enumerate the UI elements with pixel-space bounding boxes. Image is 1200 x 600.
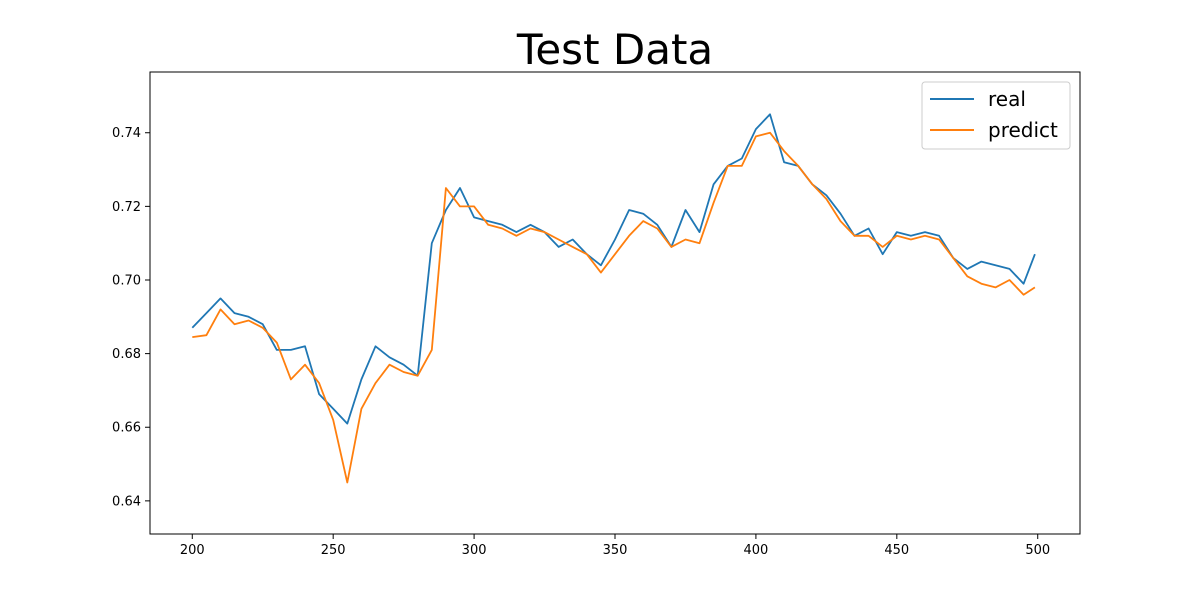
chart-title: Test Data [516,25,713,74]
x-tick-label: 200 [180,543,205,558]
y-tick-label: 0.74 [112,126,141,141]
legend-label-real: real [988,87,1026,111]
y-tick-label: 0.72 [112,200,141,215]
y-tick-label: 0.68 [112,347,141,362]
y-tick-label: 0.66 [112,421,141,436]
legend-label-predict: predict [988,118,1058,142]
legend: real predict [921,81,1071,150]
x-tick-label: 450 [884,543,909,558]
series-line-predict [192,131,1036,484]
x-tick-label: 350 [603,543,628,558]
x-tick-label: 300 [462,543,487,558]
x-tick-label: 500 [1025,543,1050,558]
series-layer [191,113,1036,484]
x-tick-label: 400 [743,543,768,558]
axis-ticks: 200 250 300 350 400 450 500 0.64 0.66 0.68 0.70 0.7… [112,126,1050,558]
series-line-real [191,113,1036,425]
x-tick-label: 250 [321,543,346,558]
y-tick-label: 0.70 [112,273,141,288]
y-tick-label: 0.64 [112,494,141,509]
